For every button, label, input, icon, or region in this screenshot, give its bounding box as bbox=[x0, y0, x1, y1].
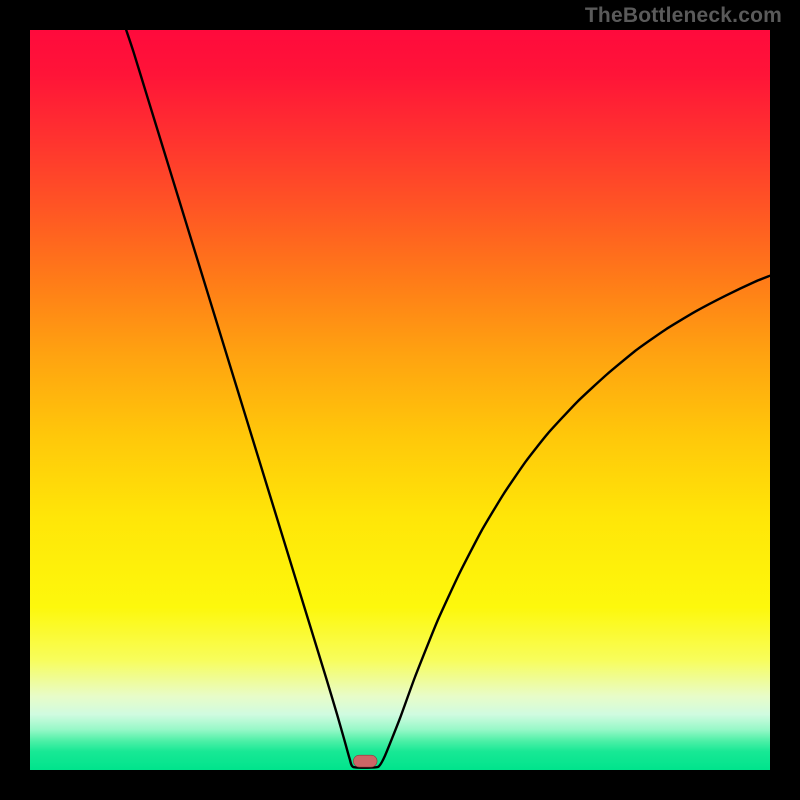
optimum-marker bbox=[353, 755, 377, 767]
plot-background bbox=[30, 30, 770, 770]
watermark-text: TheBottleneck.com bbox=[585, 4, 782, 28]
bottleneck-chart bbox=[0, 0, 800, 800]
chart-container: TheBottleneck.com bbox=[0, 0, 800, 800]
